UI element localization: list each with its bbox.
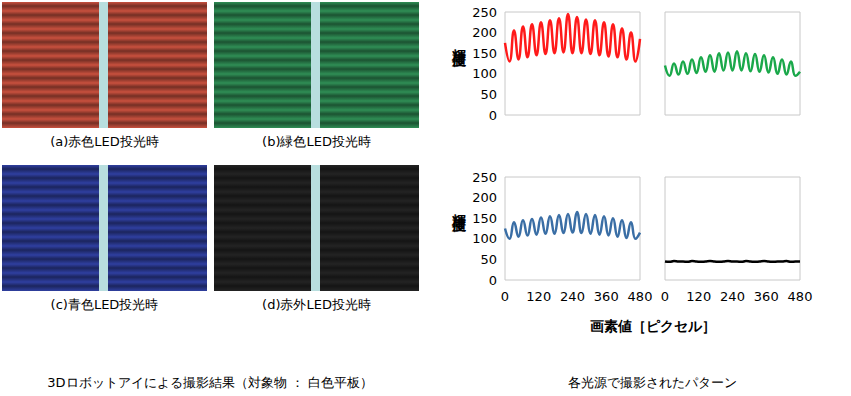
- svg-text:150: 150: [472, 46, 497, 61]
- svg-text:150: 150: [472, 211, 497, 226]
- svg-text:240: 240: [720, 289, 745, 304]
- html-text:各光源で撮影されたパターン: 各光源で撮影されたパターン: [568, 375, 737, 390]
- svg-text:100: 100: [472, 231, 497, 246]
- svg-text:100: 100: [472, 66, 497, 81]
- html-text:(b)緑色LED投光時: (b)緑色LED投光時: [262, 134, 371, 149]
- svg-text:250: 250: [472, 5, 497, 20]
- svg-text:200: 200: [472, 25, 497, 40]
- html-text:(d)赤外LED投光時: (d)赤外LED投光時: [262, 297, 371, 312]
- svg-text:0: 0: [661, 289, 669, 304]
- svg-text:240: 240: [560, 289, 585, 304]
- svg-text:480: 480: [788, 289, 813, 304]
- html-text:画素値［ピクセル］: 画素値［ピクセル］: [589, 318, 716, 334]
- svg-text:50: 50: [480, 87, 497, 102]
- svg-text:360: 360: [754, 289, 779, 304]
- html-text:(a)赤色LED投光時: (a)赤色LED投光時: [50, 134, 159, 149]
- svg-text:0: 0: [489, 108, 497, 123]
- html-text:3Dロボットアイによる撮影結果（対象物 ： 白色平板）: 3Dロボットアイによる撮影結果（対象物 ： 白色平板）: [47, 375, 373, 390]
- svg-text:50: 50: [480, 252, 497, 267]
- html-text:(c)青色LED投光時: (c)青色LED投光時: [50, 297, 159, 312]
- svg-text:120: 120: [686, 289, 711, 304]
- svg-text:480: 480: [628, 289, 653, 304]
- html-text:輝度値: 輝度値: [451, 203, 467, 209]
- html-text:輝度値: 輝度値: [451, 38, 467, 44]
- svg-text:200: 200: [472, 190, 497, 205]
- svg-text:360: 360: [594, 289, 619, 304]
- svg-text:120: 120: [526, 289, 551, 304]
- svg-text:0: 0: [501, 289, 509, 304]
- svg-text:0: 0: [489, 273, 497, 288]
- svg-text:250: 250: [472, 170, 497, 185]
